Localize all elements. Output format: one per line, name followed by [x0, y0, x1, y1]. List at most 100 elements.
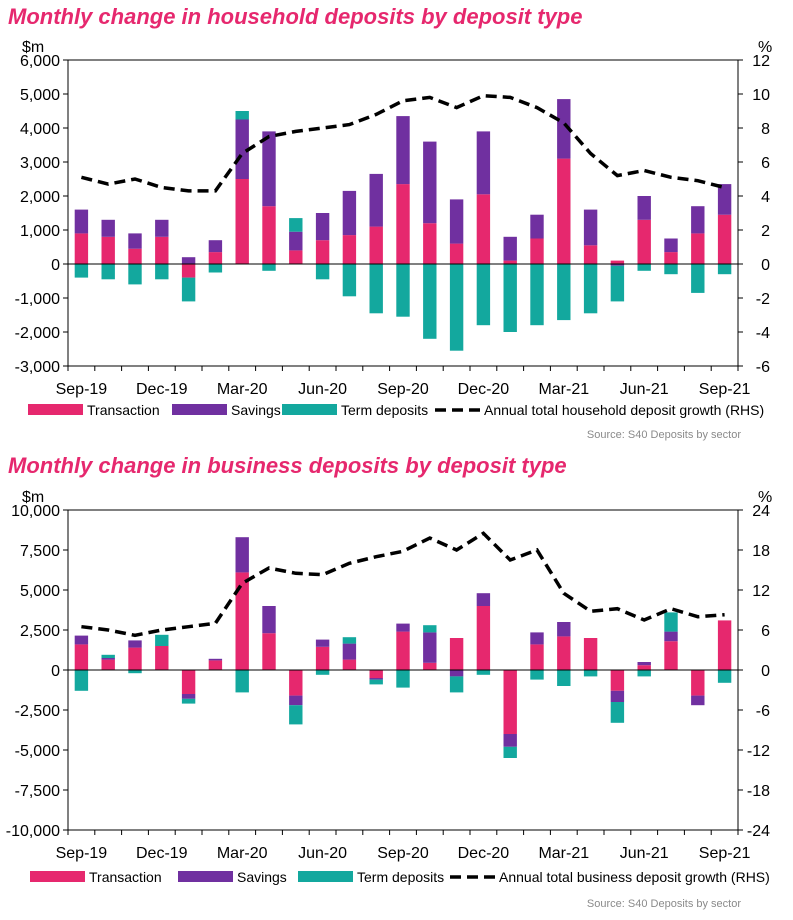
- bar-transaction: [315, 240, 330, 264]
- bar-term-deposits: [664, 264, 678, 275]
- bar-transaction: [691, 670, 705, 696]
- bar-term-deposits: [583, 264, 598, 314]
- y-tick-label: 0: [51, 257, 60, 274]
- bar-savings: [664, 631, 678, 642]
- bar-transaction: [101, 236, 115, 264]
- bar-transaction: [369, 226, 383, 264]
- x-tick-label: Jun-21: [620, 381, 669, 398]
- bar-savings: [315, 639, 330, 647]
- legend-label: Annual total household deposit growth (R…: [484, 402, 764, 418]
- x-tick-label: Sep-19: [56, 381, 108, 398]
- x-tick-label: Mar-21: [538, 381, 589, 398]
- y-tick-label: 2,500: [20, 623, 60, 640]
- bar-savings: [262, 131, 276, 207]
- y-tick-label: -1,000: [15, 291, 60, 308]
- bar-savings: [396, 116, 410, 185]
- x-tick-label: Dec-19: [136, 381, 188, 398]
- y-tick-label: 6,000: [20, 53, 60, 70]
- bar-transaction: [423, 662, 437, 670]
- y-tick-label: 1,000: [20, 223, 60, 240]
- x-tick-label: Dec-19: [136, 845, 188, 862]
- bar-transaction: [369, 670, 383, 678]
- bar-transaction: [503, 260, 517, 264]
- bar-transaction: [262, 633, 276, 670]
- bar-term-deposits: [315, 264, 330, 280]
- x-tick-label: Sep-20: [377, 381, 429, 398]
- bar-term-deposits: [74, 264, 89, 278]
- legend-label: Transaction: [87, 402, 160, 418]
- bar-savings: [181, 694, 196, 699]
- bar-transaction: [423, 223, 437, 264]
- bar-savings: [717, 184, 732, 215]
- bar-transaction: [637, 665, 651, 670]
- bar-term-deposits: [476, 670, 491, 675]
- bar-savings: [423, 141, 437, 224]
- bar-term-deposits: [235, 111, 249, 120]
- business-deposits-chart: -10,000 -7,500 -5,000 -2,500 0 2,500 5,000 7,50…: [6, 489, 773, 885]
- growth-line: [80, 93, 726, 193]
- bar-transaction: [235, 179, 249, 264]
- bar-term-deposits: [449, 264, 464, 351]
- bar-term-deposits: [610, 265, 625, 302]
- bar-term-deposits: [583, 670, 598, 677]
- y2-tick-label: 0: [761, 257, 770, 274]
- y-tick-label: 5,000: [20, 583, 60, 600]
- legend-swatch: [30, 871, 85, 882]
- bar-savings: [235, 537, 249, 573]
- bar-term-deposits: [101, 264, 115, 280]
- y2-tick-label: 0: [761, 663, 770, 680]
- bar-savings: [369, 173, 383, 227]
- bar-savings: [289, 231, 303, 251]
- bar-transaction: [557, 158, 571, 264]
- bar-savings: [476, 131, 491, 195]
- bar-transaction: [664, 641, 678, 670]
- bar-transaction: [664, 252, 678, 264]
- bar-savings: [208, 658, 223, 661]
- y2-tick-label: 4: [761, 189, 770, 206]
- bar-transaction: [101, 659, 115, 670]
- y2-tick-label: 10: [752, 87, 770, 104]
- y2-tick-label: -6: [756, 359, 770, 376]
- bar-term-deposits: [530, 264, 544, 326]
- bar-savings: [664, 238, 678, 253]
- bar-savings: [262, 606, 276, 634]
- bar-savings: [610, 264, 625, 266]
- bar-savings: [315, 213, 330, 241]
- x-tick-label: Sep-20: [377, 845, 429, 862]
- bar-transaction: [342, 659, 357, 670]
- bar-savings: [342, 643, 357, 660]
- bar-savings: [181, 257, 196, 264]
- bar-transaction: [396, 631, 410, 670]
- bar-savings: [691, 206, 705, 234]
- bar-savings: [476, 593, 491, 606]
- bar-savings: [208, 240, 223, 253]
- y-tick-label: -3,000: [15, 359, 60, 376]
- x-tick-label: Mar-20: [217, 381, 268, 398]
- bar-transaction: [503, 670, 517, 734]
- bar-transaction: [691, 233, 705, 264]
- bar-term-deposits: [423, 625, 437, 633]
- legend-label: Term deposits: [341, 402, 428, 418]
- bar-transaction: [74, 233, 89, 264]
- y2-tick-label: -6: [756, 703, 770, 720]
- bar-term-deposits: [128, 670, 142, 674]
- bar-term-deposits: [101, 654, 115, 658]
- y-tick-label: 2,000: [20, 189, 60, 206]
- legend-label: Transaction: [89, 869, 162, 885]
- bar-transaction: [342, 235, 357, 264]
- bar-transaction: [583, 638, 598, 670]
- bar-savings: [557, 99, 571, 159]
- y2-tick-label: -24: [747, 823, 770, 840]
- bar-savings: [637, 196, 651, 220]
- bar-savings: [610, 690, 625, 702]
- x-tick-label: Mar-20: [217, 845, 268, 862]
- bar-savings: [530, 632, 544, 645]
- y2-axis-unit: %: [758, 489, 772, 506]
- bar-transaction: [610, 260, 625, 264]
- bar-transaction: [449, 243, 464, 264]
- y-axis-unit: $m: [22, 39, 44, 56]
- legend-swatch: [28, 404, 83, 415]
- bar-savings: [583, 209, 598, 246]
- bar-savings: [342, 190, 357, 236]
- y2-tick-label: 24: [752, 503, 770, 520]
